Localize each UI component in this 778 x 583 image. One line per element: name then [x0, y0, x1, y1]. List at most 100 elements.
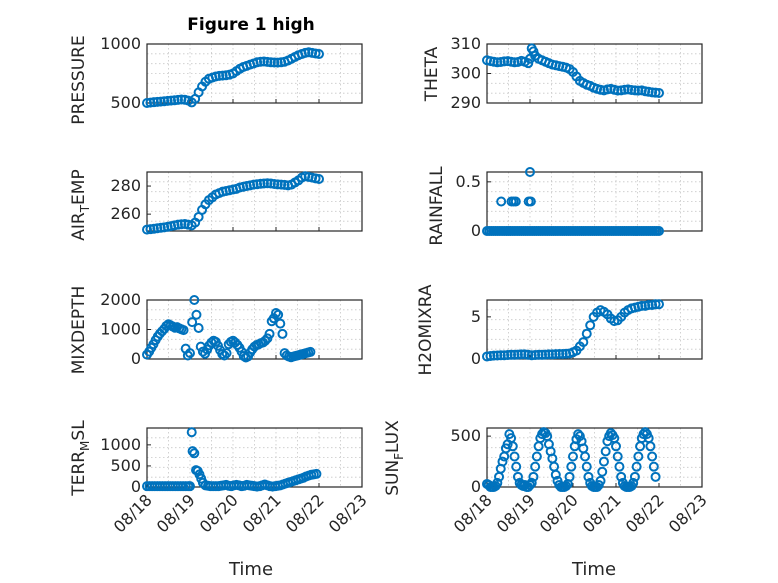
- terr-msl-data-point: [187, 446, 198, 457]
- pressure-data-point: [155, 96, 166, 107]
- terr-msl-xtick-label: 08/18: [110, 490, 156, 536]
- h2omixra-data-point: [643, 300, 654, 311]
- rainfall-data-point: [525, 167, 535, 177]
- h2omixra-data-point: [533, 349, 544, 360]
- sun-flux-data-point: [611, 441, 621, 452]
- pressure-data-point: [272, 57, 283, 68]
- mixdepth-data-point: [178, 325, 189, 336]
- sun-flux-xtick-label: 08/21: [579, 490, 625, 536]
- sun-flux-data-point: [629, 471, 640, 482]
- terr-msl-xtick-label: 08/21: [239, 490, 285, 536]
- sun-flux-data-point: [600, 446, 611, 457]
- mixdepth-ytick-label: 0: [131, 349, 141, 368]
- ylabel-terr-sub: M: [78, 441, 92, 451]
- mixdepth-data-point: [260, 335, 271, 346]
- h2omixra-data-point: [547, 349, 558, 360]
- theta-data-point: [619, 84, 630, 95]
- sun-flux-data-point: [595, 475, 606, 486]
- sun-flux-ytick-label: 0: [471, 477, 481, 496]
- h2omixra-data-point: [495, 350, 506, 361]
- sun-flux-data-point: [512, 471, 523, 482]
- ylabel-terr-main: TERR: [69, 451, 89, 497]
- sun-flux-data-point: [635, 441, 646, 452]
- pressure-data-point: [166, 95, 177, 106]
- theta-data-point: [654, 87, 664, 98]
- pressure-data-point: [214, 70, 225, 81]
- h2omixra-data-point: [543, 349, 554, 360]
- sun-flux-data-point: [648, 461, 659, 472]
- air-temp-data-point: [276, 179, 287, 190]
- h2omixra-data-point: [516, 349, 527, 360]
- pressure-data-point: [255, 56, 266, 67]
- theta-data-point: [650, 87, 661, 98]
- sun-flux-data-point: [566, 461, 577, 472]
- h2omixra-data-point: [557, 348, 568, 359]
- h2omixra-data-point: [492, 350, 503, 361]
- sun-flux-data-point: [531, 451, 542, 462]
- sun-flux-xtick-label: 08/23: [665, 490, 711, 536]
- sun-flux-data-point: [509, 451, 520, 462]
- sun-flux-data-point: [499, 451, 510, 462]
- rainfall-ytick-label: 0: [471, 221, 481, 240]
- mixdepth-data-point: [277, 328, 288, 339]
- pressure-data-point: [217, 70, 228, 81]
- xlabel-left: Time: [228, 559, 273, 580]
- ylabel-pressure: PRESSURE: [69, 35, 89, 124]
- mixdepth-data-point: [219, 350, 230, 361]
- pressure-ytick-label: 1000: [100, 34, 141, 53]
- h2omixra-data-point: [488, 350, 499, 361]
- pressure-ytick-label: 500: [110, 93, 141, 112]
- mixdepth-data-point: [187, 317, 198, 328]
- air-temp-data-point: [272, 179, 283, 190]
- air-temp-ytick-label: 260: [110, 204, 141, 223]
- subplot-theta: 290 300 310: [450, 34, 703, 112]
- air-temp-ytick-label: 280: [110, 176, 141, 195]
- mixdepth-data-point: [182, 350, 193, 361]
- h2omixra-data-point: [585, 320, 596, 331]
- sun-flux-xtick-label: 08/19: [493, 490, 539, 536]
- sun-flux-data-point: [628, 477, 639, 488]
- theta-data-point: [626, 85, 637, 96]
- ylabel-rainfall: RAINFALL: [427, 166, 447, 246]
- ylabel-terr-msl: TERRMSL: [69, 420, 92, 497]
- terr-msl-xtick-label: 08/23: [325, 490, 371, 536]
- pressure-data-point: [265, 57, 276, 68]
- sun-flux-data-point: [492, 477, 503, 488]
- theta-ytick-label: 310: [450, 34, 481, 53]
- ylabel-air-temp: AIRTEMP: [69, 169, 92, 240]
- terr-msl-xtick-label: 08/22: [282, 490, 328, 536]
- ylabel-theta: THETA: [422, 46, 442, 102]
- theta-data-point: [612, 85, 623, 96]
- h2omixra-data-point: [550, 349, 561, 360]
- sun-flux-data-point: [650, 471, 661, 482]
- pressure-data-point: [269, 57, 280, 68]
- sun-flux-data-point: [612, 451, 623, 462]
- pressure-data-point: [159, 96, 170, 107]
- h2omixra-data-point: [581, 328, 592, 339]
- air-temp-data-point: [176, 219, 187, 230]
- sun-flux-data-point: [614, 461, 625, 472]
- sun-flux-xtick-label: 08/22: [622, 490, 668, 536]
- sun-flux-data-point: [581, 461, 592, 472]
- air-temp-data-point: [258, 178, 269, 189]
- sun-flux-xtick-label: 08/20: [536, 490, 582, 536]
- terr-msl-data-point: [189, 448, 200, 459]
- ylabel-sun-rest: LUX: [383, 420, 403, 453]
- pressure-data-point: [148, 97, 159, 108]
- terr-msl-data-point: [186, 427, 197, 438]
- mixdepth-data-point: [185, 348, 195, 359]
- sun-flux-data-point: [631, 461, 642, 472]
- subplot-mixdepth: 0 1000 2000: [100, 290, 363, 368]
- theta-ytick-label: 290: [450, 93, 481, 112]
- sun-flux-data-point: [583, 471, 594, 482]
- mixdepth-data-point: [305, 346, 316, 357]
- ylabel-sun-flux: SUNFLUX: [383, 420, 406, 496]
- air-temp-data-point: [255, 178, 266, 189]
- ylabel-air-sub: T: [78, 204, 92, 213]
- sun-flux-data-point: [645, 441, 656, 452]
- sun-flux-data-point: [526, 477, 537, 488]
- h2omixra-data-point: [506, 349, 517, 360]
- rainfall-ytick-label: 0.5: [456, 172, 481, 191]
